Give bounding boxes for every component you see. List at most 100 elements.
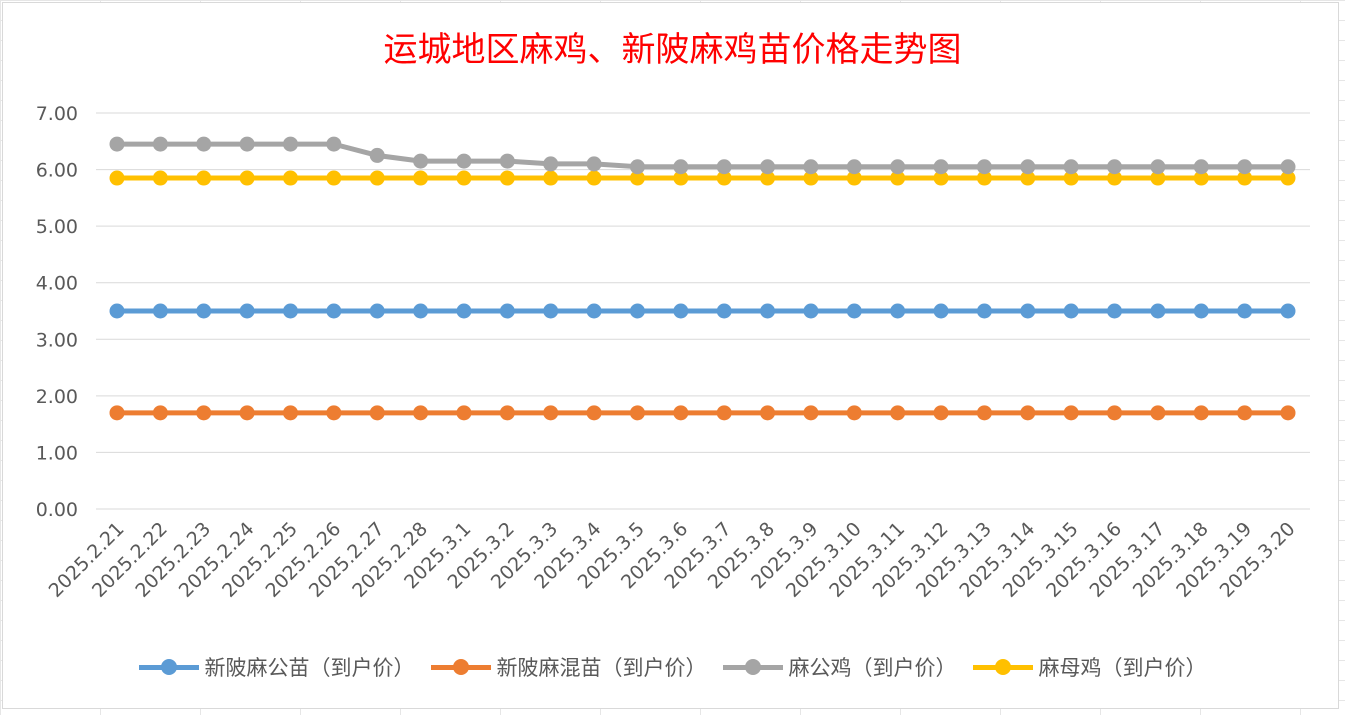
data-point bbox=[413, 303, 429, 319]
data-point bbox=[326, 136, 342, 152]
series-0 bbox=[109, 303, 1296, 319]
legend-marker bbox=[722, 657, 783, 677]
y-tick-label: 0.00 bbox=[36, 499, 78, 521]
data-point bbox=[1150, 303, 1166, 319]
data-point bbox=[1107, 405, 1123, 421]
data-point bbox=[586, 156, 602, 172]
data-point bbox=[1193, 405, 1209, 421]
data-point bbox=[673, 159, 689, 175]
data-point bbox=[1063, 405, 1079, 421]
data-point bbox=[803, 170, 819, 186]
data-point bbox=[1237, 405, 1253, 421]
y-tick-label: 6.00 bbox=[36, 160, 78, 182]
data-point bbox=[1020, 303, 1036, 319]
data-point bbox=[1020, 170, 1036, 186]
data-point bbox=[1237, 170, 1253, 186]
data-point bbox=[1237, 303, 1253, 319]
data-point bbox=[1063, 159, 1079, 175]
data-point bbox=[239, 405, 255, 421]
data-point bbox=[1020, 405, 1036, 421]
data-point bbox=[456, 303, 472, 319]
data-point bbox=[933, 159, 949, 175]
legend-label: 麻公鸡（到户价） bbox=[788, 656, 957, 680]
legend-item-hen: 麻母鸡（到户价） bbox=[972, 652, 1207, 682]
data-point bbox=[456, 170, 472, 186]
data-point bbox=[716, 405, 732, 421]
y-tick-label: 7.00 bbox=[36, 103, 78, 125]
data-point bbox=[196, 303, 212, 319]
data-point bbox=[109, 303, 125, 319]
data-point bbox=[1193, 159, 1209, 175]
data-point bbox=[976, 170, 992, 186]
series-lines bbox=[109, 136, 1296, 421]
data-point bbox=[846, 170, 862, 186]
data-point bbox=[499, 153, 515, 169]
y-axis-tick-labels: 0.00 1.00 2.00 3.00 4.00 5.00 6.00 7.00 bbox=[36, 103, 78, 521]
data-point bbox=[326, 405, 342, 421]
data-point bbox=[803, 303, 819, 319]
data-point bbox=[1150, 159, 1166, 175]
data-point bbox=[413, 153, 429, 169]
data-point bbox=[629, 170, 645, 186]
legend-item-rooster: 麻公鸡（到户价） bbox=[722, 652, 957, 682]
data-point bbox=[413, 170, 429, 186]
data-point bbox=[326, 170, 342, 186]
data-point bbox=[586, 405, 602, 421]
data-point bbox=[1063, 170, 1079, 186]
data-point bbox=[1020, 159, 1036, 175]
data-point bbox=[803, 405, 819, 421]
data-point bbox=[543, 156, 559, 172]
data-point bbox=[673, 303, 689, 319]
data-point bbox=[499, 170, 515, 186]
data-point bbox=[369, 405, 385, 421]
data-point bbox=[413, 405, 429, 421]
data-point bbox=[152, 136, 168, 152]
y-tick-label: 4.00 bbox=[36, 273, 78, 295]
legend-item-mixed-chick: 新陂麻混苗（到户价） bbox=[430, 652, 707, 682]
data-point bbox=[1280, 159, 1296, 175]
data-point bbox=[1280, 170, 1296, 186]
legend-label: 麻母鸡（到户价） bbox=[1038, 656, 1207, 680]
data-point bbox=[890, 405, 906, 421]
data-point bbox=[673, 170, 689, 186]
data-point bbox=[803, 159, 819, 175]
data-point bbox=[369, 303, 385, 319]
data-point bbox=[586, 170, 602, 186]
data-point bbox=[1107, 170, 1123, 186]
legend-marker bbox=[138, 657, 199, 677]
data-point bbox=[239, 303, 255, 319]
data-point bbox=[890, 303, 906, 319]
legend-label: 新陂麻公苗（到户价） bbox=[204, 656, 415, 680]
data-point bbox=[456, 153, 472, 169]
data-point bbox=[196, 170, 212, 186]
data-point bbox=[933, 303, 949, 319]
legend-item-male-chick: 新陂麻公苗（到户价） bbox=[138, 652, 415, 682]
data-point bbox=[282, 170, 298, 186]
data-point bbox=[282, 303, 298, 319]
data-point bbox=[933, 405, 949, 421]
data-point bbox=[673, 405, 689, 421]
data-point bbox=[846, 405, 862, 421]
data-point bbox=[716, 159, 732, 175]
y-tick-label: 3.00 bbox=[36, 329, 78, 351]
data-point bbox=[239, 136, 255, 152]
data-point bbox=[760, 159, 776, 175]
data-point bbox=[109, 136, 125, 152]
data-point bbox=[109, 170, 125, 186]
data-point bbox=[196, 405, 212, 421]
data-point bbox=[282, 405, 298, 421]
data-point bbox=[846, 159, 862, 175]
y-tick-label: 1.00 bbox=[36, 442, 78, 464]
data-point bbox=[543, 405, 559, 421]
legend-label: 新陂麻混苗（到户价） bbox=[496, 656, 707, 680]
data-point bbox=[326, 303, 342, 319]
series-2 bbox=[109, 136, 1296, 175]
data-point bbox=[1150, 405, 1166, 421]
data-point bbox=[1107, 303, 1123, 319]
y-tick-label: 2.00 bbox=[36, 386, 78, 408]
data-point bbox=[716, 303, 732, 319]
gridlines bbox=[96, 112, 1310, 510]
data-point bbox=[499, 303, 515, 319]
